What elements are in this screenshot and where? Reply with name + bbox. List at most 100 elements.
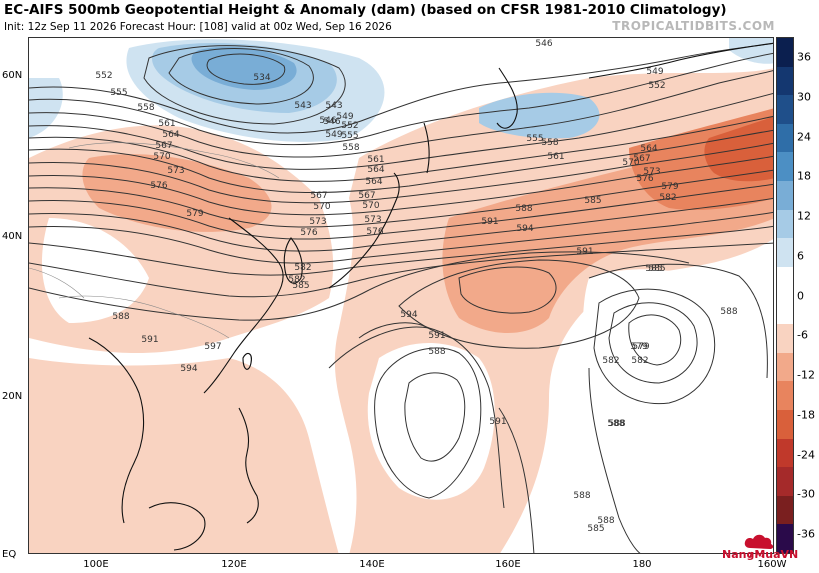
colorbar-segment — [777, 181, 793, 211]
contour-value-label: 579 — [661, 182, 678, 192]
contour-value-label: 564 — [367, 165, 384, 175]
contour-value-label: 561 — [158, 119, 175, 129]
lat-label-60n: 60N — [2, 70, 23, 81]
contour-value-label: 585 — [584, 196, 601, 206]
contour-value-label: 552 — [95, 71, 112, 81]
contour-value-label: 582 — [631, 356, 648, 366]
contour-588-east — [588, 263, 768, 379]
nangmuavn-logo — [744, 534, 774, 558]
lat-label-20n: 20N — [2, 391, 23, 402]
colorbar-segment — [777, 295, 793, 325]
contour-value-label: 555 — [110, 88, 127, 98]
contour-value-label: 558 — [137, 103, 154, 113]
contour-value-label: 546 — [319, 116, 336, 126]
colorbar-tick-label: 36 — [797, 50, 811, 64]
contour-value-label: 579 — [630, 342, 647, 352]
colorbar-segment — [777, 467, 793, 497]
contour-value-label: 588 — [112, 312, 129, 322]
colorbar-tick-label: -18 — [797, 408, 815, 422]
contour-value-label: 564 — [162, 130, 179, 140]
contour-value-label: 582 — [288, 275, 305, 285]
lon-label-120e: 120E — [221, 559, 247, 570]
contour-value-label: 573 — [364, 215, 381, 225]
contour-591-ridge — [368, 251, 690, 291]
contour-value-label: 585 — [587, 524, 604, 534]
contour-value-label: 588 — [720, 307, 737, 317]
contour-579-central-pac — [628, 314, 681, 366]
colorbar-tick-label: -24 — [797, 448, 815, 461]
contour-579 — [29, 211, 773, 264]
contour-value-label: 576 — [150, 181, 167, 191]
contour-value-label: 555 — [526, 134, 543, 144]
contour-value-label: 591 — [141, 335, 158, 345]
border-mongolia — [68, 142, 280, 179]
contour-value-label: 546 — [323, 117, 340, 127]
contour-value-label: 570 — [362, 201, 379, 211]
contour-value-label: 546 — [535, 39, 552, 49]
neutral-pocket-wpac — [367, 343, 495, 500]
contour-value-label: 594 — [180, 364, 197, 374]
contour-value-label: 585 — [292, 281, 309, 291]
anomaly-fill-asia-medium — [82, 154, 272, 232]
colorbar-tick-label: 12 — [797, 209, 811, 223]
anomaly-fill-low-alaska — [729, 38, 773, 64]
colorbar-tick-label: -6 — [797, 328, 808, 342]
contour-value-label: 549 — [336, 112, 353, 122]
contour-value-label: 582 — [602, 356, 619, 366]
coast-japan — [328, 172, 400, 289]
coast-indochina — [88, 337, 145, 524]
contour-value-label: 549 — [325, 130, 342, 140]
borders — [29, 142, 280, 339]
contour-value-label: 573 — [309, 217, 326, 227]
contour-value-label: 564 — [365, 177, 382, 187]
colorbar-segment — [777, 238, 793, 268]
contour-value-label: 555 — [341, 131, 358, 141]
contour-value-label: 534 — [253, 73, 270, 83]
lon-label-140e: 140E — [359, 559, 385, 570]
contour-value-label: 561 — [367, 155, 384, 165]
watermark: TROPICALTIDBITS.COM — [612, 19, 775, 33]
contour-value-label: 588 — [607, 419, 624, 429]
coast-sakhalin — [423, 122, 430, 174]
contour-546 — [29, 42, 773, 134]
contour-552 — [29, 70, 773, 158]
lon-label-180: 180 — [632, 559, 652, 570]
contour-value-label: 588 — [573, 491, 590, 501]
contour-value-label: 570 — [313, 202, 330, 212]
colorbar-segment — [777, 266, 793, 296]
map-panel: 534 543 546 549 552 555 558 561 564 567 570 573 576 5… — [28, 37, 774, 554]
logo-text: NangMuaVN — [722, 548, 799, 561]
contour-558 — [29, 115, 773, 182]
contour-value-label: 579 — [632, 342, 649, 352]
lon-label-100e: 100E — [83, 559, 109, 570]
contour-value-label: 567 — [310, 191, 327, 201]
colorbar-tick-label: 24 — [797, 130, 811, 143]
colorbar-segment — [777, 352, 793, 382]
contour-value-label: 594 — [516, 224, 533, 234]
chart-title: EC-AIFS 500mb Geopotential Height & Anom… — [4, 2, 727, 18]
contour-value-label: 585 — [645, 264, 662, 274]
colorbar-segment — [777, 438, 793, 468]
border-india — [29, 267, 85, 299]
contour-597-ridge — [458, 266, 557, 314]
lat-label-40n: 40N — [2, 231, 23, 242]
contour-value-label: 573 — [167, 166, 184, 176]
contour-564 — [29, 142, 773, 204]
cloud-rain-icon — [744, 534, 774, 558]
contour-582-central-pac — [608, 302, 698, 384]
contour-value-label: 567 — [633, 154, 650, 164]
colorbar-tick-label: -36 — [797, 527, 815, 541]
contour-low-center — [206, 53, 286, 85]
colorbar-segment — [777, 524, 793, 554]
contour-value-label: 564 — [640, 144, 657, 154]
coastlines — [88, 42, 773, 551]
anomaly-fill-south-china-sea — [29, 358, 339, 553]
contour-value-label: 582 — [659, 193, 676, 203]
contour-value-label: 594 — [400, 310, 417, 320]
contour-value-label: 552 — [341, 121, 358, 131]
contour-value-label: 576 — [366, 227, 383, 237]
colorbar-tick-label: 6 — [797, 249, 804, 263]
contour-value-label: 543 — [294, 101, 311, 111]
contour-588-north — [29, 287, 370, 321]
contour-value-label: 588 — [597, 516, 614, 526]
